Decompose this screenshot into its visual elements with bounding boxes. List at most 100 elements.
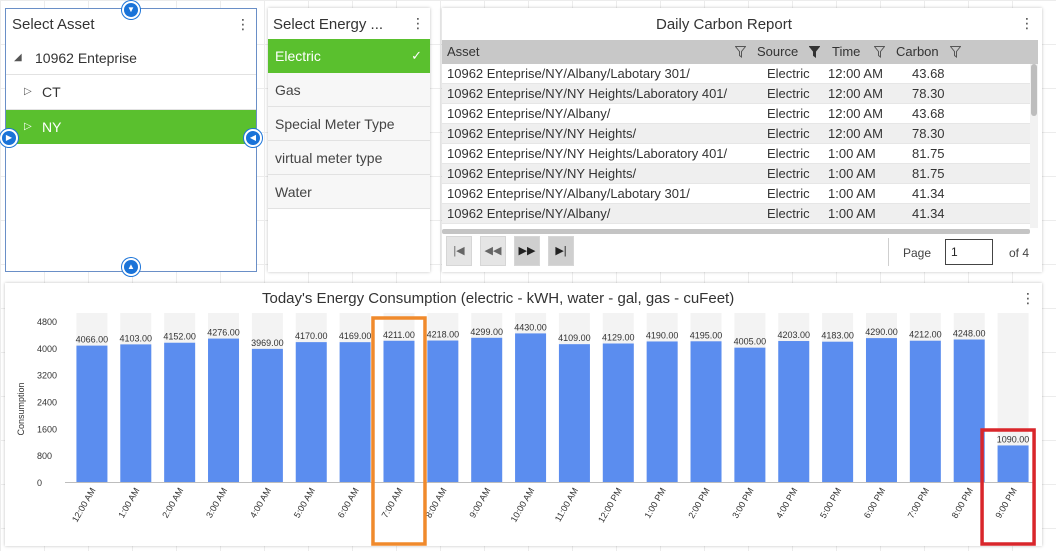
asset-panel: Select Asset ⋮ ◢ 10962 Enteprise ▷ CT ▷ … [0, 1, 262, 276]
x-tick-label: 2:00 AM [160, 486, 185, 520]
data-label: 4290.00 [865, 327, 898, 337]
bar[interactable] [778, 341, 810, 482]
table-row[interactable]: 10962 Enteprise/NY/NY Heights/Electric 12… [442, 124, 1036, 144]
bar[interactable] [120, 344, 152, 482]
cell-asset: 10962 Enteprise/NY/Albany/Labotary 301/ [447, 186, 690, 201]
grid-vertical-scrollbar[interactable] [1031, 64, 1037, 116]
table-row[interactable]: 10962 Enteprise/NY/Albany/Electric 12:00 … [442, 104, 1036, 124]
data-label: 1090.00 [997, 434, 1030, 444]
column-header-asset[interactable]: Asset [447, 44, 480, 59]
collapsed-arrow-icon[interactable]: ▷ [24, 121, 32, 132]
table-row[interactable]: 10962 Enteprise/NY/Albany/Electric 1:00 A… [442, 204, 1036, 224]
first-page-button[interactable]: |◀ [446, 236, 472, 266]
energy-item-gas[interactable]: Gas [268, 73, 430, 107]
bar[interactable] [515, 333, 547, 482]
energy-item-label: Water [275, 184, 312, 200]
expanded-arrow-icon[interactable]: ◢ [14, 52, 22, 63]
tree-node-label: NY [42, 119, 62, 135]
first-page-icon: |◀ [453, 245, 465, 257]
resize-handle-right-icon[interactable]: ◀ [244, 129, 262, 147]
bar[interactable] [164, 342, 196, 482]
resize-handle-top-icon[interactable]: ▼ [122, 1, 140, 19]
energy-item-electric[interactable]: Electric ✓ [268, 39, 430, 73]
data-label: 4109.00 [558, 333, 591, 343]
energy-panel: Select Energy ... ⋮ Electric ✓ Gas Speci… [268, 8, 430, 272]
bar[interactable] [734, 347, 766, 482]
table-row[interactable]: 10962 Enteprise/NY/NY Heights/Laboratory… [442, 144, 1036, 164]
column-header-time[interactable]: Time [832, 44, 861, 59]
bar[interactable] [471, 337, 503, 482]
table-row[interactable]: 10962 Enteprise/NY/NY Heights/Laboratory… [442, 84, 1036, 104]
x-tick-label: 5:00 PM [818, 486, 843, 520]
chart-title: Today's Energy Consumption (electric - k… [262, 290, 735, 307]
energy-item-label: Special Meter Type [275, 116, 395, 132]
report-panel: Daily Carbon Report ⋮ Asset Source Time … [442, 8, 1042, 272]
asset-panel-menu-icon[interactable]: ⋮ [236, 16, 250, 32]
data-label: 4005.00 [734, 337, 767, 347]
y-tick-label: 1600 [37, 424, 57, 434]
bar[interactable] [558, 344, 590, 482]
data-label: 4103.00 [120, 333, 153, 343]
bar[interactable] [646, 341, 678, 482]
energy-item-label: virtual meter type [275, 150, 383, 166]
tree-node-label: 10962 Enteprise [35, 50, 137, 66]
x-tick-label: 9:00 AM [467, 486, 492, 520]
page-number-input[interactable] [945, 239, 993, 265]
energy-item-label: Electric [275, 48, 321, 64]
energy-item-virtual-meter-type[interactable]: virtual meter type [268, 141, 430, 175]
pager-divider [888, 238, 889, 266]
bar[interactable] [339, 342, 371, 482]
tree-node-root[interactable]: ◢ 10962 Enteprise [6, 41, 256, 75]
highlight-box [980, 428, 1036, 546]
last-page-button[interactable]: ▶| [548, 236, 574, 266]
bar[interactable] [208, 338, 240, 482]
filter-icon[interactable] [950, 46, 961, 58]
bar[interactable] [602, 343, 634, 482]
cell-asset: 10962 Enteprise/NY/Albany/ [447, 106, 611, 121]
data-label: 4212.00 [909, 330, 942, 340]
data-label: 4183.00 [821, 331, 854, 341]
column-header-carbon[interactable]: Carbon [896, 44, 939, 59]
table-row[interactable]: 10962 Enteprise/NY/Albany/Labotary 301/E… [442, 184, 1036, 204]
bar[interactable] [295, 342, 327, 482]
tree-node-ny[interactable]: ▷ NY [6, 110, 256, 144]
bar[interactable] [997, 445, 1029, 482]
bar[interactable] [383, 340, 415, 482]
energy-panel-menu-icon[interactable]: ⋮ [411, 15, 425, 31]
grid-horizontal-scrollbar[interactable] [442, 229, 1030, 234]
previous-page-button[interactable]: ◀◀ [480, 236, 506, 266]
resize-handle-bottom-icon[interactable]: ▲ [122, 258, 140, 276]
column-header-source[interactable]: Source [757, 44, 799, 59]
bar[interactable] [953, 339, 985, 482]
collapsed-arrow-icon[interactable]: ▷ [24, 86, 32, 97]
data-label: 4299.00 [470, 327, 503, 337]
bar[interactable] [76, 345, 108, 482]
energy-item-water[interactable]: Water [268, 175, 430, 209]
cell-source: Electric [767, 166, 810, 181]
data-label: 4129.00 [602, 333, 635, 343]
cell-time: 1:00 AM [828, 186, 876, 201]
bar[interactable] [909, 340, 941, 482]
x-tick-label: 4:00 AM [248, 486, 273, 520]
bar[interactable] [251, 348, 283, 482]
y-tick-label: 4000 [37, 344, 57, 354]
energy-item-special-meter-type[interactable]: Special Meter Type [268, 107, 430, 141]
cell-time: 12:00 AM [828, 66, 883, 81]
report-panel-menu-icon[interactable]: ⋮ [1020, 15, 1034, 31]
next-page-button[interactable]: ▶▶ [514, 236, 540, 266]
tree-node-ct[interactable]: ▷ CT [6, 75, 256, 109]
filter-icon[interactable] [874, 46, 885, 58]
cell-carbon: 41.34 [912, 186, 945, 201]
filter-icon[interactable] [735, 46, 746, 58]
cell-asset: 10962 Enteprise/NY/Albany/ [447, 206, 611, 221]
cell-time: 1:00 AM [828, 146, 876, 161]
grid-scrollbar-track [1030, 64, 1038, 228]
filter-active-icon[interactable] [809, 46, 820, 58]
bar[interactable] [427, 340, 459, 482]
bar[interactable] [690, 341, 722, 482]
bar[interactable] [865, 338, 897, 482]
resize-handle-left-icon[interactable]: ▶ [0, 129, 18, 147]
bar[interactable] [822, 341, 854, 482]
table-row[interactable]: 10962 Enteprise/NY/NY Heights/Electric 1:… [442, 164, 1036, 184]
table-row[interactable]: 10962 Enteprise/NY/Albany/Labotary 301/E… [442, 64, 1036, 84]
